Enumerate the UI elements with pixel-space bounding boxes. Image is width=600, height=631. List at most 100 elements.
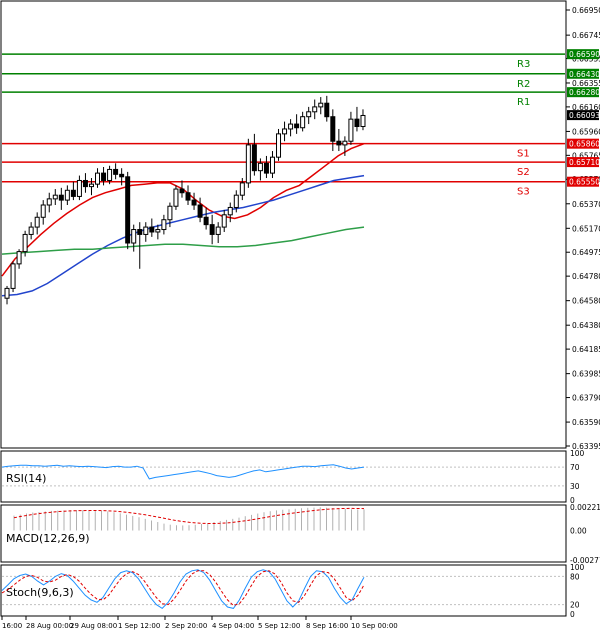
stoch-k-line bbox=[1, 569, 365, 610]
candle-body bbox=[88, 183, 94, 188]
stoch-panel-frame bbox=[0, 564, 567, 617]
price-tick-label: 0.66160 bbox=[572, 103, 600, 112]
stoch-d-line bbox=[1, 570, 365, 607]
rsi-tick-label: 100 bbox=[570, 449, 585, 458]
candle-body bbox=[161, 219, 167, 231]
candle-body bbox=[10, 263, 16, 289]
stoch-tick-label: 0 bbox=[570, 610, 575, 619]
candle-body bbox=[125, 176, 131, 244]
price-tick-label: 0.64975 bbox=[572, 248, 600, 257]
level-label-r1: R1 bbox=[517, 97, 530, 108]
candle-body bbox=[64, 189, 70, 201]
level-price-tag: 0.66280 bbox=[569, 88, 600, 97]
rsi-panel-frame bbox=[0, 450, 567, 503]
price-tick-label: 0.66745 bbox=[572, 31, 600, 40]
level-price-tag-bg bbox=[567, 138, 599, 149]
stoch-tick-label: 20 bbox=[570, 601, 580, 610]
candle-body bbox=[354, 118, 360, 128]
candle-body bbox=[245, 144, 251, 184]
candle-body bbox=[101, 172, 107, 181]
level-label-s2: S2 bbox=[517, 167, 530, 178]
level-label-r2: R2 bbox=[517, 79, 530, 90]
candle-body bbox=[143, 226, 149, 235]
candle-body bbox=[300, 116, 306, 129]
candle-body bbox=[336, 140, 342, 146]
candle-body bbox=[119, 173, 125, 178]
candle-body bbox=[137, 229, 143, 235]
price-tags: 0.66590 0.66430 0.66280 0.65860 0.65710 0.655… bbox=[567, 49, 600, 187]
candle-body bbox=[70, 189, 76, 197]
candle-body bbox=[22, 233, 28, 253]
level-price-tag: 0.65860 bbox=[569, 140, 600, 149]
panel-frames bbox=[0, 0, 567, 617]
level-label-r3: R3 bbox=[517, 59, 530, 70]
level-price-tag-bg bbox=[567, 176, 599, 187]
candle-body bbox=[221, 214, 227, 228]
candle-body bbox=[282, 128, 288, 135]
macd-tick-label: -0.002777 bbox=[570, 556, 600, 565]
candle-body bbox=[113, 168, 119, 175]
moving-average-line-2 bbox=[1, 174, 365, 297]
level-price-tag: 0.65710 bbox=[569, 158, 600, 167]
candle-body bbox=[251, 144, 257, 172]
macd-title: MACD(12,26,9) bbox=[6, 532, 90, 545]
current-price-tag: 0.66093 bbox=[569, 111, 600, 120]
price-tick-label: 0.65370 bbox=[572, 200, 600, 209]
level-price-tag-bg bbox=[567, 87, 599, 98]
macd-panel-frame bbox=[0, 504, 567, 563]
candle-body bbox=[76, 179, 82, 197]
candle-body bbox=[58, 194, 64, 201]
level-price-tag-bg bbox=[567, 157, 599, 168]
price-tick-label: 0.64780 bbox=[572, 272, 600, 281]
macd-signal-line bbox=[13, 507, 365, 524]
rsi-tick-label: 70 bbox=[570, 463, 580, 472]
level-price-tag-bg bbox=[567, 49, 599, 60]
price-tick-label: 0.63590 bbox=[572, 418, 600, 427]
candle-body bbox=[239, 182, 245, 196]
candle-body bbox=[342, 140, 348, 146]
macd-tick-label: 0.002218 bbox=[570, 503, 600, 512]
candle-body bbox=[288, 123, 294, 130]
price-tick-label: 0.65960 bbox=[572, 127, 600, 136]
candle-body bbox=[173, 188, 179, 207]
time-tick-label: 2 Sep 20:00 bbox=[165, 622, 207, 630]
price-tick-label: 0.63790 bbox=[572, 394, 600, 403]
candle-body bbox=[16, 251, 22, 265]
stoch-title: Stoch(9,6,3) bbox=[6, 586, 74, 599]
time-tick-label: 5 Sep 12:00 bbox=[258, 622, 300, 630]
candlesticks bbox=[4, 95, 366, 305]
rsi-line bbox=[1, 464, 365, 480]
candle-body bbox=[318, 102, 324, 108]
time-tick-label: 28 Aug 00:00 bbox=[26, 622, 73, 630]
candle-body bbox=[4, 287, 10, 299]
level-label-s1: S1 bbox=[517, 149, 530, 160]
candle-body bbox=[131, 229, 137, 244]
candle-body bbox=[306, 111, 312, 118]
price-tick-label: 0.65170 bbox=[572, 224, 600, 233]
candle-body bbox=[330, 116, 336, 142]
moving-average-line-3 bbox=[1, 226, 365, 255]
candle-body bbox=[149, 226, 155, 233]
candle-body bbox=[257, 162, 263, 172]
candle-body bbox=[185, 192, 191, 201]
stoch-tick-label: 100 bbox=[570, 563, 585, 572]
candle-body bbox=[82, 179, 88, 188]
price-tick-label: 0.63395 bbox=[572, 442, 600, 451]
rsi-panel: RSI(14) 100 70 30 0 bbox=[1, 449, 585, 505]
candle-body bbox=[312, 106, 318, 113]
price-tick-label: 0.65765 bbox=[572, 151, 600, 160]
time-tick-label: 1 Sep 12:00 bbox=[118, 622, 160, 630]
rsi-title: RSI(14) bbox=[6, 472, 46, 485]
candle-body bbox=[46, 198, 52, 206]
macd-panel: MACD(12,26,9) 0.002218 0.00 -0.002777 bbox=[6, 503, 600, 565]
current-price-tag-bg bbox=[567, 110, 599, 121]
candle-body bbox=[324, 102, 330, 118]
price-panel-frame bbox=[0, 0, 567, 449]
price-tick-label: 0.64185 bbox=[572, 345, 600, 354]
candle-body bbox=[52, 194, 58, 200]
price-tick-label: 0.64380 bbox=[572, 321, 600, 330]
candle-body bbox=[167, 205, 173, 221]
